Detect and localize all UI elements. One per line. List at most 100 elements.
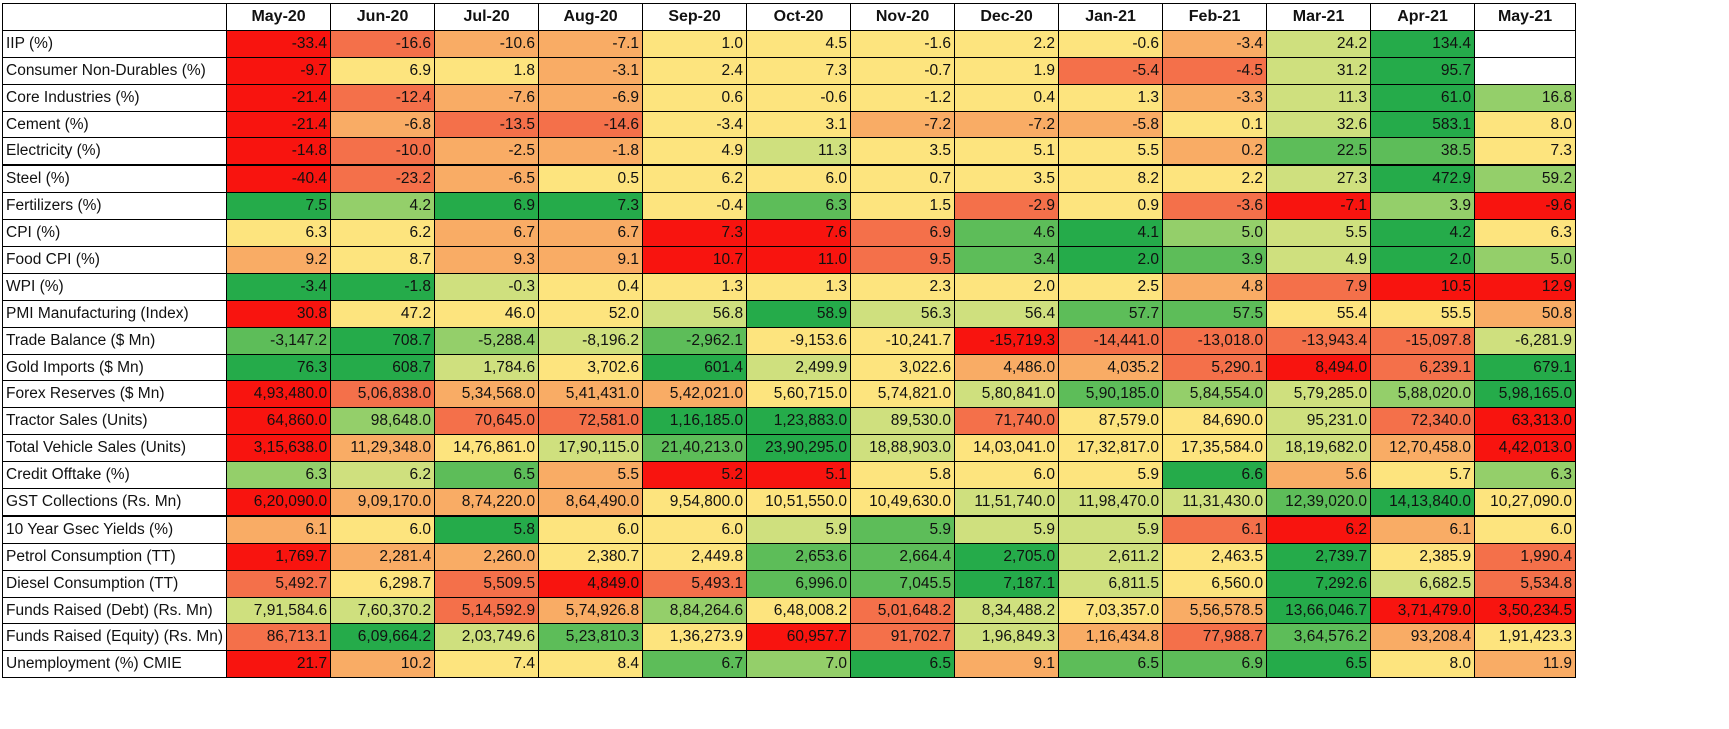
- heat-cell: 2.0: [954, 272, 1060, 301]
- heat-cell: -9,153.6: [746, 326, 852, 355]
- heat-cell: 6,811.5: [1058, 569, 1164, 598]
- row-label: Unemployment (%) CMIE: [1, 650, 228, 679]
- heat-cell: 72,340.0: [1370, 407, 1476, 436]
- heat-cell: -6.9: [538, 83, 644, 112]
- heat-cell: 6.0: [330, 515, 436, 544]
- heat-cell: 5.5: [538, 461, 644, 490]
- heat-cell: 5.9: [850, 515, 956, 544]
- heat-cell: 5.9: [954, 515, 1060, 544]
- heat-cell: -15,097.8: [1370, 326, 1476, 355]
- heat-cell: 1.9: [954, 56, 1060, 85]
- heat-cell: -1.2: [850, 83, 956, 112]
- table-row: WPI (%) -3.4 -1.8 -0.3 0.4 1.3 1.3 2.3 2.0 2.5 4.8…: [1, 272, 1577, 301]
- heat-cell: -7.1: [1266, 192, 1372, 221]
- heat-cell: 8,494.0: [1266, 353, 1372, 382]
- heat-cell: 3.9: [1370, 192, 1476, 221]
- heat-cell: 2.2: [1162, 164, 1268, 194]
- heat-cell: 2,385.9: [1370, 542, 1476, 571]
- heat-cell: 6.0: [538, 515, 644, 544]
- corner-cell: [1, 3, 228, 31]
- heat-cell: 6.6: [1162, 461, 1268, 490]
- heat-cell: 14,76,861.0: [434, 434, 540, 463]
- heat-cell: 11,51,740.0: [954, 488, 1060, 517]
- heat-cell: 3,64,576.2: [1266, 623, 1372, 652]
- heat-cell: 3.4: [954, 246, 1060, 274]
- heat-cell: 2,664.4: [850, 542, 956, 571]
- row-label: Funds Raised (Debt) (Rs. Mn): [1, 596, 228, 625]
- heat-cell: 1.3: [1058, 83, 1164, 112]
- heat-cell: 3,15,638.0: [226, 434, 332, 463]
- heat-cell: 6.5: [1266, 650, 1372, 679]
- heat-cell: 1.0: [642, 29, 748, 58]
- heat-cell: -12.4: [330, 83, 436, 112]
- column-header: Jul-20: [434, 3, 540, 31]
- heat-cell: 6.7: [538, 219, 644, 248]
- heat-cell: -6,281.9: [1474, 326, 1577, 355]
- heat-cell: 5,493.1: [642, 569, 748, 598]
- heat-cell: 12,70,458.0: [1370, 434, 1476, 463]
- heat-cell: 7.5: [226, 192, 332, 221]
- heat-cell: 5,23,810.3: [538, 623, 644, 652]
- header-row: May-20 Jun-20 Jul-20 Aug-20 Sep-20 Oct-20 Nov-…: [1, 3, 1577, 31]
- heat-cell: -6.8: [330, 110, 436, 139]
- heat-cell: 7.3: [538, 192, 644, 221]
- heat-cell: 4,42,013.0: [1474, 434, 1577, 463]
- heat-cell: 3.1: [746, 110, 852, 139]
- heat-cell: -3.1: [538, 56, 644, 85]
- heat-cell: 17,32,817.0: [1058, 434, 1164, 463]
- heat-cell: 5,80,841.0: [954, 380, 1060, 409]
- heat-cell: 18,19,682.0: [1266, 434, 1372, 463]
- heat-cell: 1,769.7: [226, 542, 332, 571]
- table-row: Petrol Consumption (TT) 1,769.7 2,281.4 2,2…: [1, 542, 1577, 571]
- heat-cell: 3.5: [850, 137, 956, 167]
- heat-cell: 7.3: [1474, 137, 1577, 167]
- heat-cell: 679.1: [1474, 353, 1577, 382]
- heat-cell: 63,313.0: [1474, 407, 1577, 436]
- heat-cell: 38.5: [1370, 137, 1476, 167]
- heat-cell: 27.3: [1266, 164, 1372, 194]
- heat-cell: 2.4: [642, 56, 748, 85]
- heat-cell: 59.2: [1474, 164, 1577, 194]
- heat-cell: 6,560.0: [1162, 569, 1268, 598]
- heat-cell: 1,990.4: [1474, 542, 1577, 571]
- heat-cell: 6.2: [330, 219, 436, 248]
- heat-cell: 6.3: [1474, 219, 1577, 248]
- heat-cell: 6.0: [954, 461, 1060, 490]
- heat-cell: 4.6: [954, 219, 1060, 248]
- heat-cell: 9,54,800.0: [642, 488, 748, 517]
- heat-cell: 5.9: [746, 515, 852, 544]
- heat-cell: 60,957.7: [746, 623, 852, 652]
- heat-cell: 7.3: [642, 219, 748, 248]
- heat-cell: -16.6: [330, 29, 436, 58]
- heat-cell: 1,16,185.0: [642, 407, 748, 436]
- heat-cell: 5.6: [1266, 461, 1372, 490]
- heat-cell: 8,34,488.2: [954, 596, 1060, 625]
- heat-cell: 2,380.7: [538, 542, 644, 571]
- heat-cell: -9.7: [226, 56, 332, 85]
- heat-cell: 6.2: [330, 461, 436, 490]
- heat-cell: 0.6: [642, 83, 748, 112]
- heat-cell: 6.5: [1058, 650, 1164, 679]
- heat-cell: 6.3: [226, 219, 332, 248]
- heat-cell: 23,90,295.0: [746, 434, 852, 463]
- heat-cell: -3.4: [1162, 29, 1268, 58]
- heat-cell: 0.1: [1162, 110, 1268, 139]
- heat-cell: 4,849.0: [538, 569, 644, 598]
- heat-cell: 3.5: [954, 164, 1060, 194]
- heat-cell: 7,045.5: [850, 569, 956, 598]
- heat-cell: -6.5: [434, 164, 540, 194]
- heat-cell: 6,20,090.0: [226, 488, 332, 517]
- heat-cell: 93,208.4: [1370, 623, 1476, 652]
- heat-cell: 5,492.7: [226, 569, 332, 598]
- heat-cell: 4.9: [1266, 246, 1372, 274]
- heat-cell: 55.4: [1266, 299, 1372, 328]
- heat-cell: 11,29,348.0: [330, 434, 436, 463]
- heat-cell: 3,50,234.5: [1474, 596, 1577, 625]
- column-header: Apr-21: [1370, 3, 1476, 31]
- heat-cell: 6.1: [1162, 515, 1268, 544]
- heat-cell: -0.4: [642, 192, 748, 221]
- heat-cell: -14.8: [226, 137, 332, 167]
- row-label: Cement (%): [1, 110, 228, 139]
- heat-cell: 30.8: [226, 299, 332, 328]
- table-row: Funds Raised (Debt) (Rs. Mn) 7,91,584.6 7,…: [1, 596, 1577, 625]
